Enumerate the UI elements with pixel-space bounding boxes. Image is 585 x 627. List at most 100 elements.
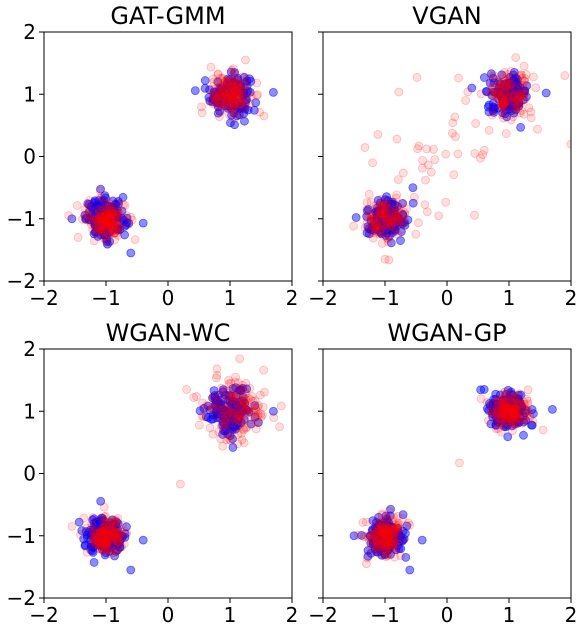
scatter-point	[385, 531, 395, 541]
scatter-point	[233, 92, 242, 102]
scatter-point	[396, 551, 406, 561]
scatter-point	[380, 529, 390, 539]
scatter-point	[223, 406, 232, 416]
scatter-point	[516, 98, 526, 108]
scatter-point	[371, 528, 381, 537]
scatter-point	[219, 82, 229, 92]
scatter-point	[367, 542, 377, 551]
scatter-point	[212, 364, 222, 374]
scatter-point	[497, 110, 507, 119]
scatter-point	[499, 108, 509, 117]
scatter-point	[500, 387, 510, 397]
scatter-point	[90, 532, 100, 542]
scatter-point	[369, 222, 379, 231]
scatter-point	[499, 104, 509, 113]
scatter-point	[223, 411, 232, 421]
scatter-point	[213, 100, 223, 110]
scatter-point	[499, 402, 509, 412]
scatter-point	[109, 224, 119, 233]
scatter-point	[381, 544, 390, 554]
scatter-point	[381, 511, 391, 521]
scatter-point	[368, 214, 377, 224]
scatter-point	[383, 532, 393, 542]
scatter-point	[499, 99, 509, 109]
scatter-point	[386, 222, 396, 232]
scatter-point	[243, 86, 253, 96]
scatter-point	[497, 404, 507, 414]
scatter-point	[101, 511, 110, 521]
scatter-point	[97, 217, 106, 227]
scatter-point	[491, 424, 501, 434]
scatter-point	[130, 235, 140, 245]
scatter-point	[94, 538, 104, 547]
scatter-point	[95, 529, 105, 539]
scatter-point	[104, 535, 113, 545]
scatter-point	[112, 212, 121, 222]
red-series	[64, 55, 269, 248]
scatter-point	[382, 198, 392, 208]
scatter-point	[359, 532, 369, 541]
scatter-point	[117, 542, 126, 552]
scatter-point	[212, 77, 222, 87]
scatter-point	[384, 255, 394, 265]
scatter-point	[508, 412, 518, 422]
scatter-point	[111, 546, 121, 556]
scatter-point	[97, 526, 107, 536]
scatter-point	[506, 67, 516, 76]
scatter-point	[229, 385, 239, 395]
scatter-point	[508, 112, 518, 122]
scatter-point	[95, 537, 105, 547]
scatter-point	[98, 223, 108, 233]
scatter-point	[370, 228, 380, 238]
scatter-point	[375, 204, 385, 214]
y-tick-label: −2	[7, 586, 36, 610]
scatter-point	[244, 87, 253, 97]
scatter-point	[389, 512, 399, 522]
scatter-point	[383, 237, 393, 247]
scatter-point	[501, 83, 511, 93]
scatter-point	[384, 531, 394, 541]
scatter-point	[232, 398, 242, 407]
scatter-point	[506, 409, 516, 419]
scatter-point	[382, 541, 391, 550]
scatter-point	[398, 536, 407, 546]
scatter-point	[225, 407, 235, 417]
scatter-point	[229, 391, 238, 401]
scatter-point	[206, 62, 216, 72]
scatter-point	[236, 410, 245, 419]
scatter-point	[502, 80, 512, 90]
scatter-point	[387, 540, 397, 550]
scatter-point	[97, 527, 107, 537]
scatter-point	[519, 397, 529, 407]
scatter-point	[219, 88, 229, 97]
scatter-point	[476, 394, 486, 404]
scatter-point	[197, 411, 207, 421]
scatter-point	[101, 223, 110, 233]
scatter-point	[375, 542, 385, 551]
scatter-point	[95, 209, 104, 218]
scatter-point	[434, 211, 444, 221]
scatter-point	[222, 100, 232, 110]
scatter-point	[501, 404, 511, 413]
scatter-point	[479, 73, 489, 82]
scatter-point	[511, 405, 521, 415]
scatter-point	[367, 215, 377, 224]
scatter-point	[113, 537, 123, 547]
scatter-point	[538, 425, 548, 435]
scatter-point	[505, 79, 515, 89]
scatter-point	[520, 415, 530, 425]
scatter-point	[227, 86, 237, 96]
scatter-point	[382, 533, 392, 543]
scatter-point	[499, 100, 509, 110]
scatter-point	[510, 406, 519, 415]
scatter-point	[389, 535, 399, 544]
scatter-point	[370, 530, 380, 540]
scatter-point	[379, 528, 389, 538]
scatter-point	[500, 416, 509, 426]
scatter-point	[520, 77, 530, 86]
scatter-point	[101, 517, 111, 527]
scatter-point	[227, 65, 237, 75]
scatter-point	[499, 90, 509, 100]
scatter-point	[110, 517, 120, 527]
scatter-point	[486, 407, 496, 417]
